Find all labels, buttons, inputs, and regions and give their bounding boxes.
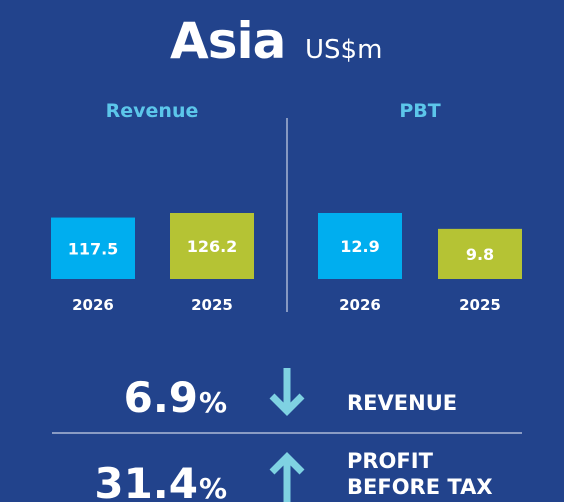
x-tick-label: 2025 bbox=[459, 296, 501, 314]
summary-label: BEFORE TAX bbox=[347, 475, 493, 499]
bar bbox=[318, 213, 402, 279]
bar bbox=[170, 213, 254, 279]
summary-value: 31.4 bbox=[94, 459, 198, 502]
value-label: 12.9 bbox=[340, 237, 379, 256]
value-label: 117.5 bbox=[68, 239, 119, 258]
x-tick-label: 2026 bbox=[72, 296, 114, 314]
summary-unit: % bbox=[199, 472, 227, 502]
chart-title: Revenue bbox=[106, 100, 199, 122]
value-label: 126.2 bbox=[187, 237, 238, 256]
chart-title: PBT bbox=[399, 100, 440, 122]
x-tick-label: 2026 bbox=[339, 296, 381, 314]
summary-label: REVENUE bbox=[347, 391, 457, 415]
bar bbox=[51, 217, 135, 279]
title: Asia bbox=[170, 12, 285, 70]
summary-label: PROFIT bbox=[347, 449, 434, 473]
x-tick-label: 2025 bbox=[191, 296, 233, 314]
value-label: 9.8 bbox=[466, 245, 494, 264]
summary-unit: % bbox=[199, 386, 227, 419]
arrow-up bbox=[269, 452, 305, 502]
bar bbox=[438, 228, 522, 279]
summary-value: 6.9 bbox=[124, 373, 198, 422]
arrow-down bbox=[269, 368, 305, 416]
unit: US$m bbox=[305, 35, 382, 65]
